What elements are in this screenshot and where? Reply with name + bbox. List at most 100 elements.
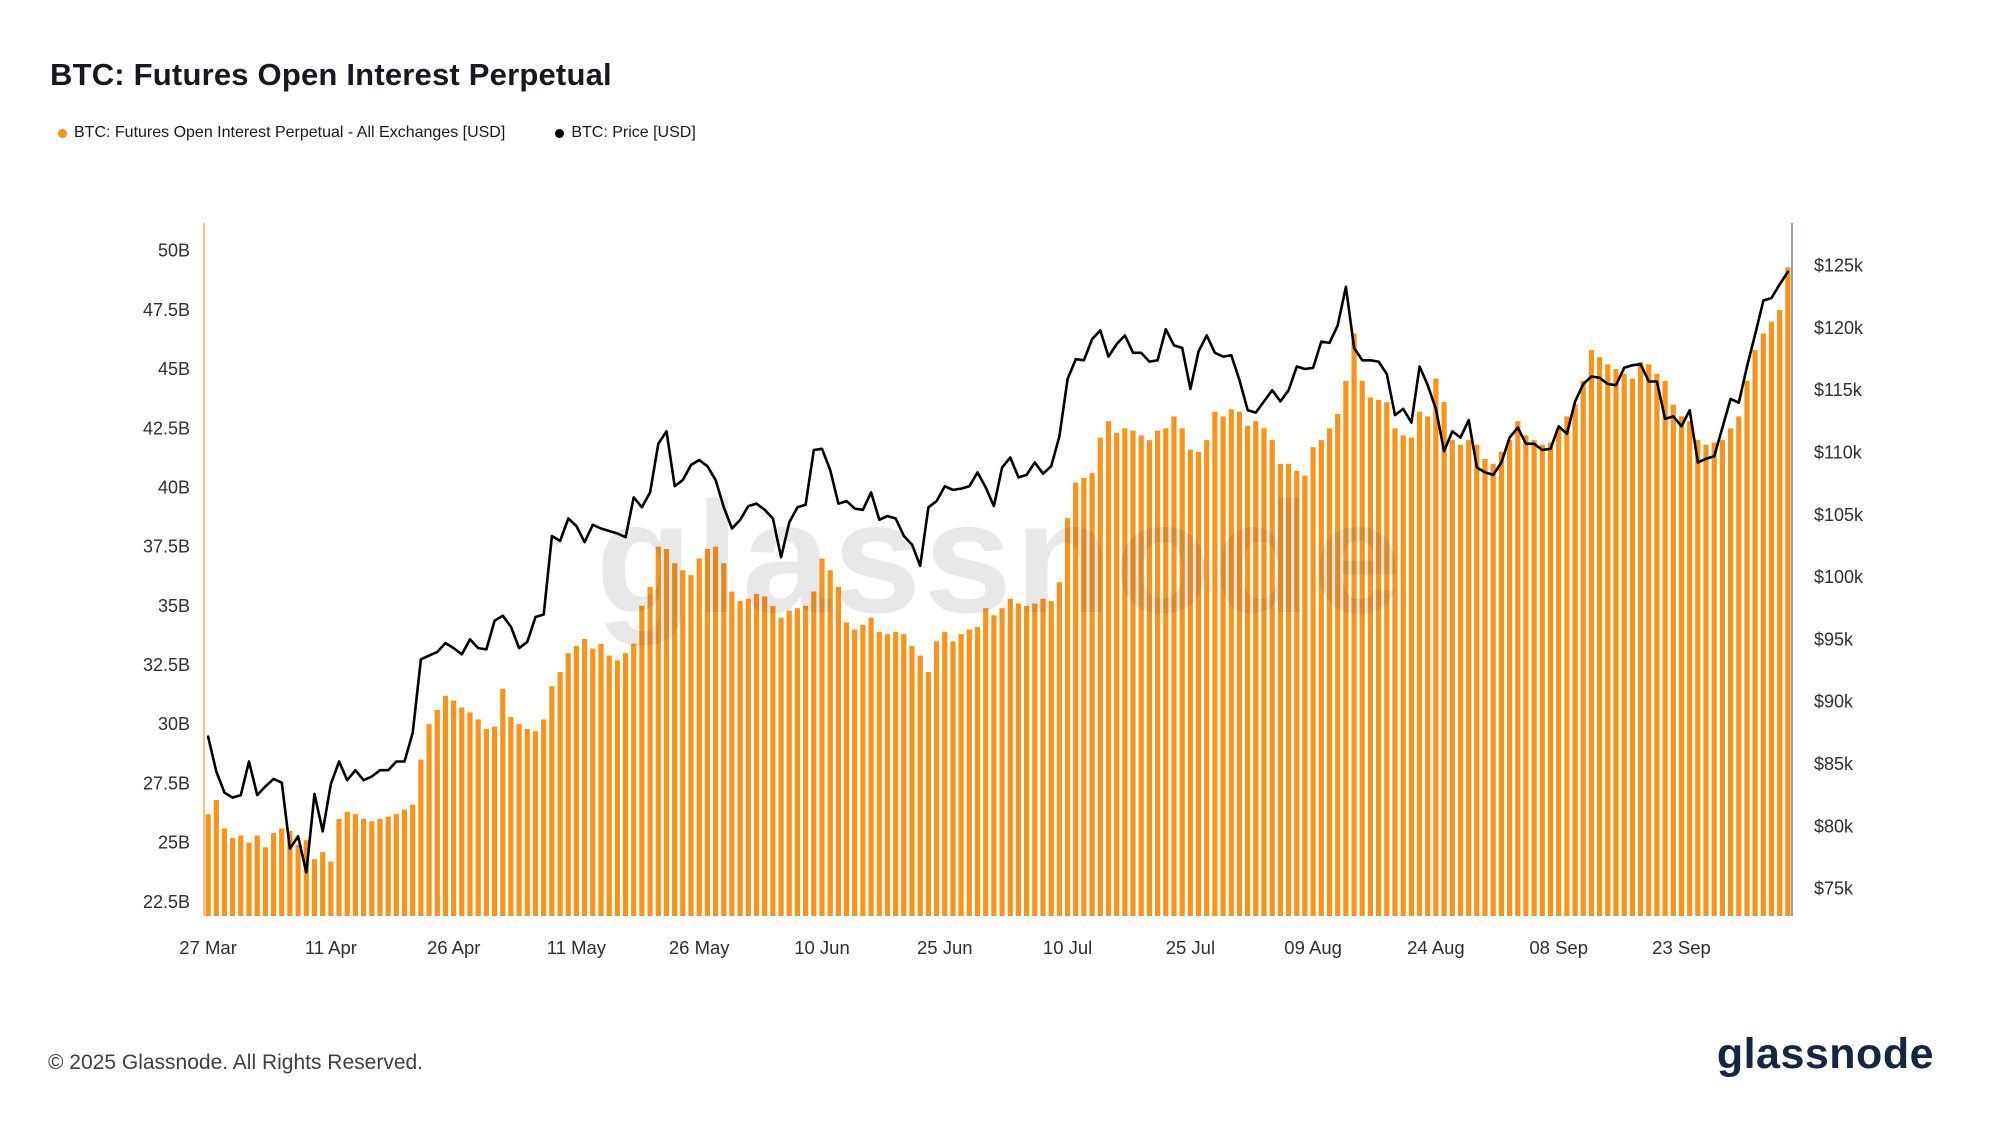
open-interest-legend-dot-icon bbox=[58, 128, 67, 138]
oi-bar bbox=[1146, 440, 1152, 916]
oi-bar bbox=[1277, 463, 1283, 916]
legend-item-open-interest[interactable]: BTC: Futures Open Interest Perpetual - A… bbox=[58, 124, 505, 142]
x-axis-label: 10 Jun bbox=[794, 937, 850, 958]
oi-bar bbox=[794, 608, 800, 916]
oi-bar bbox=[1302, 475, 1308, 916]
right-axis-label: $95k bbox=[1814, 629, 1854, 649]
oi-bar bbox=[238, 835, 244, 916]
oi-bar bbox=[213, 800, 219, 916]
oi-bar bbox=[1547, 442, 1554, 916]
oi-bar bbox=[1728, 428, 1734, 916]
oi-bar bbox=[1474, 444, 1480, 916]
oi-bar bbox=[925, 672, 931, 916]
price-legend-dot-icon bbox=[555, 128, 565, 138]
oi-bar bbox=[451, 700, 457, 916]
oi-bar bbox=[901, 634, 907, 916]
oi-bar bbox=[1343, 380, 1349, 916]
oi-bar bbox=[1359, 380, 1365, 916]
oi-bar bbox=[631, 643, 637, 916]
oi-bar bbox=[966, 629, 972, 916]
oi-bar bbox=[1228, 409, 1234, 916]
price-line bbox=[206, 270, 1790, 874]
oi-bar bbox=[1580, 380, 1586, 916]
oi-bar bbox=[1294, 470, 1300, 916]
oi-bar bbox=[311, 859, 318, 916]
oi-bar bbox=[385, 816, 391, 916]
x-axis-label: 10 Jul bbox=[1043, 937, 1092, 958]
oi-bar bbox=[680, 570, 686, 916]
oi-bar bbox=[1564, 416, 1570, 916]
oi-bar bbox=[827, 570, 833, 916]
oi-bar bbox=[1089, 473, 1095, 916]
oi-bar bbox=[475, 719, 481, 916]
oi-bar bbox=[1670, 404, 1676, 916]
left-axis-label: 25B bbox=[158, 833, 190, 853]
oi-bar bbox=[1777, 309, 1783, 916]
oi-bar bbox=[1130, 430, 1136, 916]
oi-bar bbox=[942, 631, 948, 916]
oi-bar bbox=[500, 688, 506, 916]
x-axis-label: 23 Sep bbox=[1652, 937, 1711, 958]
oi-bar bbox=[672, 563, 678, 916]
left-axis-label: 32.5B bbox=[143, 655, 190, 675]
oi-bar bbox=[1073, 482, 1079, 916]
oi-bar bbox=[205, 814, 211, 916]
oi-bar bbox=[320, 852, 326, 916]
oi-bar bbox=[688, 575, 694, 916]
right-axis-label: $100k bbox=[1814, 567, 1864, 587]
open-interest-bars bbox=[205, 267, 1791, 917]
right-axis-label: $125k bbox=[1814, 256, 1864, 276]
oi-bar bbox=[532, 731, 539, 916]
oi-bar bbox=[1048, 601, 1054, 916]
glassnode-logo: glassnode bbox=[1716, 1030, 1934, 1078]
oi-bar bbox=[1695, 440, 1701, 916]
oi-bar bbox=[614, 660, 620, 916]
oi-bar bbox=[999, 608, 1005, 916]
oi-bar bbox=[729, 591, 735, 916]
legend-item-price[interactable]: BTC: Price [USD] bbox=[555, 124, 696, 142]
oi-bar bbox=[1081, 478, 1087, 916]
oi-bar bbox=[230, 837, 236, 916]
oi-bar bbox=[737, 601, 743, 916]
right-axis-label: $110k bbox=[1814, 443, 1863, 463]
oi-bar bbox=[1768, 321, 1775, 916]
oi-bar bbox=[1760, 333, 1766, 916]
oi-bar bbox=[377, 818, 383, 916]
right-axis-label: $85k bbox=[1814, 754, 1854, 774]
oi-bar bbox=[1736, 416, 1742, 916]
oi-bar bbox=[1621, 373, 1627, 916]
oi-bar bbox=[1376, 399, 1382, 916]
oi-bar bbox=[762, 596, 768, 916]
oi-bar bbox=[1785, 267, 1791, 916]
oi-bar bbox=[655, 546, 661, 916]
oi-bar bbox=[1367, 397, 1373, 916]
oi-bar bbox=[1253, 421, 1259, 916]
x-axis-label: 08 Sep bbox=[1529, 937, 1588, 958]
oi-bar bbox=[1105, 421, 1112, 916]
oi-bar bbox=[1490, 463, 1496, 916]
oi-bar bbox=[606, 655, 612, 916]
oi-bar bbox=[1065, 518, 1071, 916]
oi-bar bbox=[1433, 378, 1439, 916]
oi-bar bbox=[1007, 598, 1013, 916]
oi-bar bbox=[369, 821, 375, 916]
oi-bar bbox=[647, 586, 653, 916]
glassnode-watermark: glassnode bbox=[596, 470, 1404, 646]
oi-bar bbox=[1711, 442, 1717, 916]
x-axis-label: 27 Mar bbox=[179, 937, 237, 958]
oi-bar bbox=[1719, 440, 1725, 916]
oi-bar bbox=[786, 610, 792, 916]
oi-bar bbox=[459, 707, 465, 916]
oi-bar bbox=[893, 631, 899, 916]
oi-bar bbox=[1449, 440, 1455, 916]
oi-bar bbox=[713, 546, 719, 916]
oi-bar bbox=[1122, 428, 1128, 916]
oi-bar bbox=[983, 608, 989, 916]
oi-bar bbox=[1515, 421, 1521, 916]
x-axis-label: 11 Apr bbox=[305, 937, 357, 958]
oi-bar bbox=[1637, 362, 1644, 916]
x-axis-label: 24 Aug bbox=[1407, 937, 1465, 958]
left-axis-label: 22.5B bbox=[143, 892, 190, 912]
oi-bar bbox=[549, 686, 555, 916]
